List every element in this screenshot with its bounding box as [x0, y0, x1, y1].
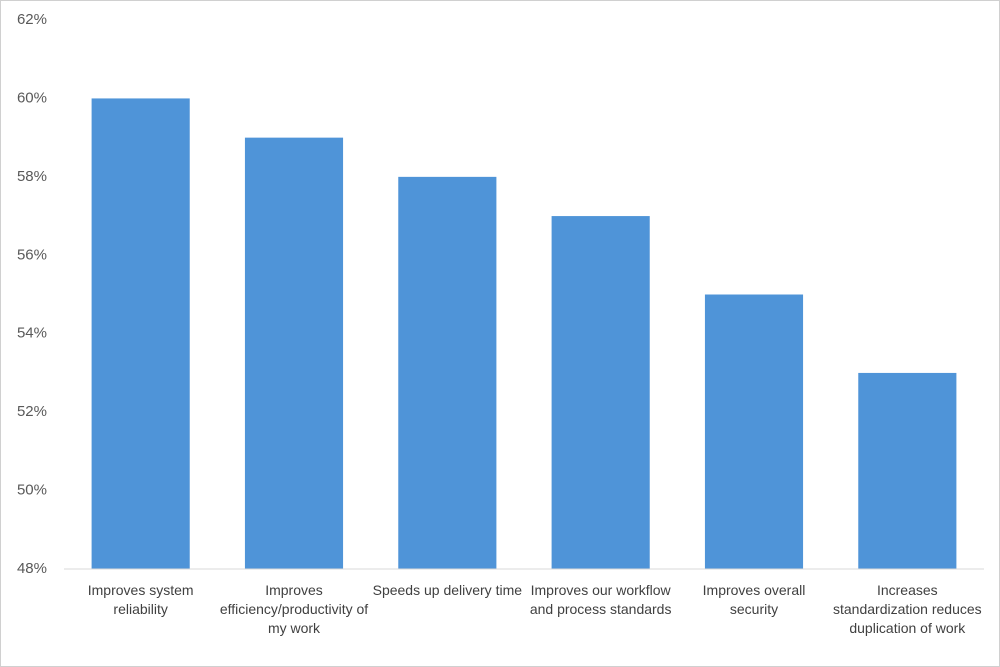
bar — [244, 137, 344, 569]
x-tick-label: Increases standardization reduces duplic… — [833, 582, 982, 636]
y-tick-label: 62% — [17, 11, 47, 28]
y-tick-label: 60% — [17, 89, 47, 106]
y-tick-label: 52% — [17, 403, 47, 420]
bar — [91, 98, 190, 569]
y-tick-label: 56% — [17, 246, 47, 263]
bar — [398, 176, 497, 569]
x-tick-label: Speeds up delivery time — [372, 582, 523, 598]
x-tick-label: Improves system reliability — [87, 582, 194, 617]
bar — [551, 216, 650, 570]
x-tick-label: Improves overall security — [702, 582, 806, 617]
bar — [858, 372, 957, 569]
y-tick-label: 48% — [17, 560, 47, 577]
x-tick-label: Improves our workflow and process standa… — [529, 582, 672, 617]
y-tick-label: 54% — [17, 325, 47, 342]
y-tick-label: 50% — [17, 482, 47, 499]
bar — [704, 294, 804, 569]
x-tick-label: Improves efficiency/productivity of my w… — [219, 582, 369, 636]
y-tick-label: 58% — [17, 168, 47, 185]
